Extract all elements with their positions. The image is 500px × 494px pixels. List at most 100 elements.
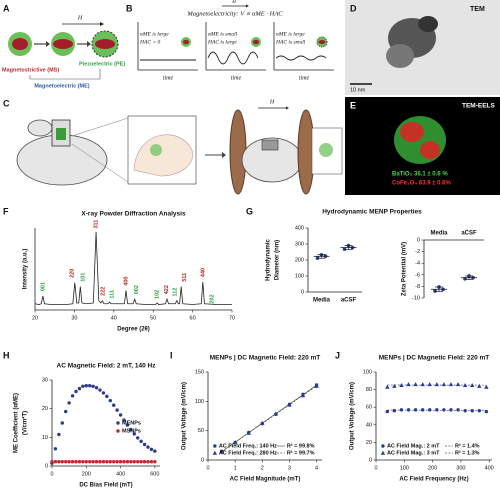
arrow-head [46, 41, 50, 47]
point [81, 460, 85, 464]
y-tick-label: 150 [195, 369, 204, 375]
y-tick-label: 10 [42, 435, 48, 441]
field-label: H [231, 0, 236, 5]
chart-title: AC Magnetic Field: 2 mT, 140 Hz [57, 363, 157, 370]
point [232, 440, 238, 445]
point [287, 402, 292, 407]
legend-fit-label: R² = 1.3% [455, 449, 480, 456]
brain [133, 134, 193, 177]
point [115, 460, 119, 464]
y-tick-label: 0 [369, 457, 372, 463]
x-tick-label: 40 [111, 315, 117, 321]
peak-label: 102 [155, 290, 161, 299]
point [77, 386, 82, 391]
point [91, 384, 95, 389]
peak-label: 220 [69, 269, 75, 278]
point [146, 460, 150, 464]
x-tick-label: 50 [150, 315, 156, 321]
point [118, 460, 123, 464]
point [132, 460, 136, 464]
legend-fit-label: R² = 1.4% [455, 442, 480, 449]
point [435, 408, 439, 412]
point [136, 436, 140, 440]
y-tick-label: 40 [366, 422, 372, 428]
y-axis-label: Intensity (a.u.) [23, 249, 29, 290]
point [462, 383, 468, 387]
point [84, 460, 88, 464]
phase-map [400, 122, 424, 142]
error-bar [435, 286, 443, 292]
point [470, 409, 474, 413]
particle-image [418, 16, 438, 32]
x-tick-label: 4 [315, 465, 318, 471]
x-tick-label: 60 [190, 315, 196, 321]
x-tick-label: 600 [150, 471, 159, 477]
point [153, 460, 157, 464]
point [273, 411, 279, 416]
y-tick-label: 300 [295, 241, 304, 247]
panel-label: B [126, 3, 133, 13]
pe-label: Piezoelectric (PE) [79, 61, 125, 67]
point [246, 430, 251, 435]
y-axis-label: Hydrodynamic [266, 239, 272, 281]
x-tick-label: 200 [82, 471, 91, 477]
point [118, 413, 123, 417]
point [88, 384, 92, 388]
panel-title: Magnetoelectricity: V ∝ αME · HAC [186, 10, 283, 17]
point [139, 439, 143, 444]
point [142, 460, 147, 464]
y-axis-label: Output Voltage (mV/cm) [182, 382, 188, 450]
point [74, 460, 78, 464]
wave [207, 51, 259, 65]
zoom-line [71, 143, 129, 183]
point [67, 401, 71, 405]
x-tick-label: 100 [400, 465, 409, 471]
point [125, 423, 130, 427]
arrow-head [100, 22, 104, 26]
y-tick-label: 80 [366, 387, 372, 393]
error-bar [465, 275, 473, 280]
x-tick-label: 30 [71, 315, 77, 321]
peak-label: 002 [134, 285, 140, 294]
point [153, 449, 157, 453]
panel-label: E [350, 100, 356, 110]
x-tick-label: 20 [32, 315, 38, 321]
point [60, 460, 64, 464]
point [105, 394, 109, 399]
y-tick-label: -2 [415, 249, 420, 255]
point [420, 382, 425, 387]
arrow-head [246, 4, 249, 8]
point [53, 460, 58, 464]
point [219, 449, 224, 454]
x-tick-label: aCSF [461, 231, 477, 237]
point [122, 460, 126, 464]
point [101, 391, 106, 395]
point [77, 460, 82, 464]
legend-label: AC Field Freq.: 140 Hz [219, 443, 277, 449]
peak-label: 400 [123, 277, 129, 286]
field-label: H [269, 99, 275, 105]
point [385, 384, 390, 389]
core [53, 39, 73, 49]
point [115, 408, 119, 412]
point [64, 409, 68, 414]
point [142, 442, 147, 447]
point [456, 408, 460, 412]
scale-label: 10 nm [350, 87, 366, 93]
point [139, 460, 143, 464]
peak-label: 111 [109, 290, 115, 299]
case-3: αME is large HAC is small time [273, 22, 334, 81]
x-tick-label: 300 [456, 465, 465, 471]
y-axis-label: (V/cm*T) [23, 411, 29, 435]
point [108, 460, 112, 464]
y-axis-label: ME Coefficient (αME) [14, 393, 20, 453]
point [74, 389, 78, 394]
particle-image [386, 44, 414, 68]
case-2: αME is small HAC is large time [205, 22, 266, 81]
point [477, 409, 481, 413]
core [318, 40, 326, 44]
zoom-line [71, 117, 129, 137]
wave [275, 55, 327, 61]
x-tick-label: 400 [485, 465, 494, 471]
